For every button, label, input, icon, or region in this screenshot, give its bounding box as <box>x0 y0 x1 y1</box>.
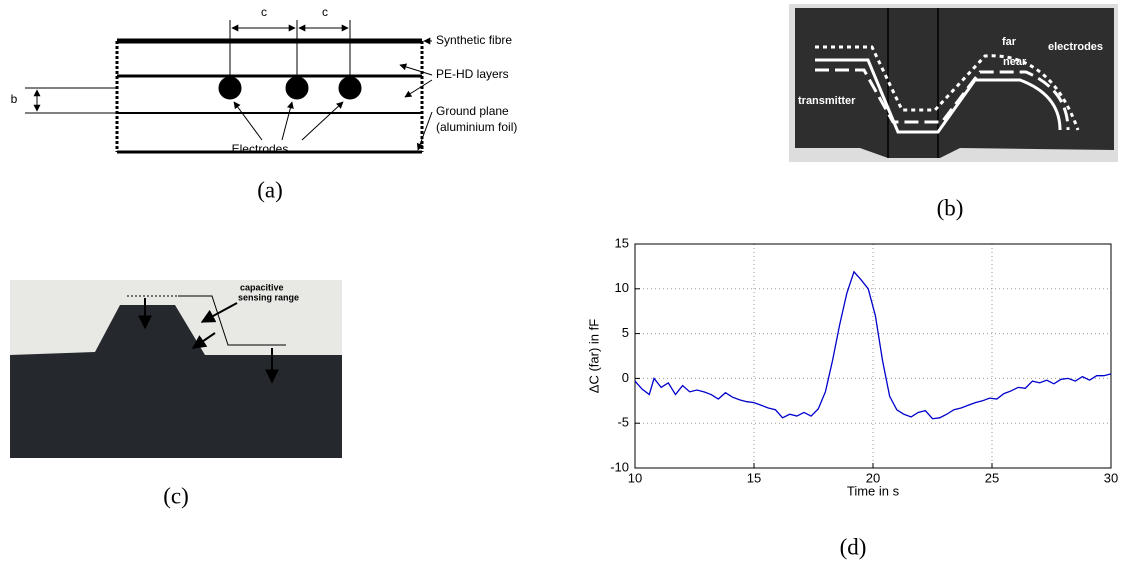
dim-label: c <box>261 5 267 19</box>
y-tick-label: -5 <box>617 415 629 430</box>
layer-label: Synthetic fibre <box>436 33 512 47</box>
caption: (c) <box>163 483 189 508</box>
panel-a <box>25 20 432 152</box>
dim-label: b <box>11 92 18 106</box>
x-axis-label: Time in s <box>847 483 900 498</box>
panel-b-photo <box>789 4 1118 162</box>
photo-label: capacitive <box>240 282 284 292</box>
figure: c c b Synthetic fibre PE-HD layers Groun… <box>0 0 1126 567</box>
photo-label: electrodes <box>1048 41 1103 53</box>
y-tick-label: 15 <box>615 235 629 250</box>
y-tick-label: 5 <box>622 325 629 340</box>
photo-label: transmitter <box>798 95 856 107</box>
dim-label: c <box>322 5 328 19</box>
panel-c-photo <box>10 280 342 458</box>
x-tick-label: 15 <box>747 470 761 485</box>
y-tick-label: 0 <box>622 370 629 385</box>
caption: (b) <box>937 195 964 220</box>
y-tick-label: 10 <box>615 280 629 295</box>
photo-label: sensing range <box>238 292 299 302</box>
x-tick-label: 30 <box>1104 470 1118 485</box>
y-tick-label: -10 <box>610 459 629 474</box>
layer-label: Electrodes <box>232 142 289 156</box>
caption: (a) <box>257 177 283 202</box>
x-tick-label: 25 <box>985 470 999 485</box>
caption: (d) <box>840 534 867 559</box>
photo-label: near <box>1003 56 1027 68</box>
layer-label: PE-HD layers <box>436 67 509 81</box>
x-tick-label: 10 <box>628 470 642 485</box>
layer-label: Ground plane <box>436 104 509 118</box>
y-axis-label: ΔC (far) in fF <box>586 319 601 393</box>
layer-label: (aluminium foil) <box>436 120 517 134</box>
photo-label: far <box>1002 36 1017 48</box>
